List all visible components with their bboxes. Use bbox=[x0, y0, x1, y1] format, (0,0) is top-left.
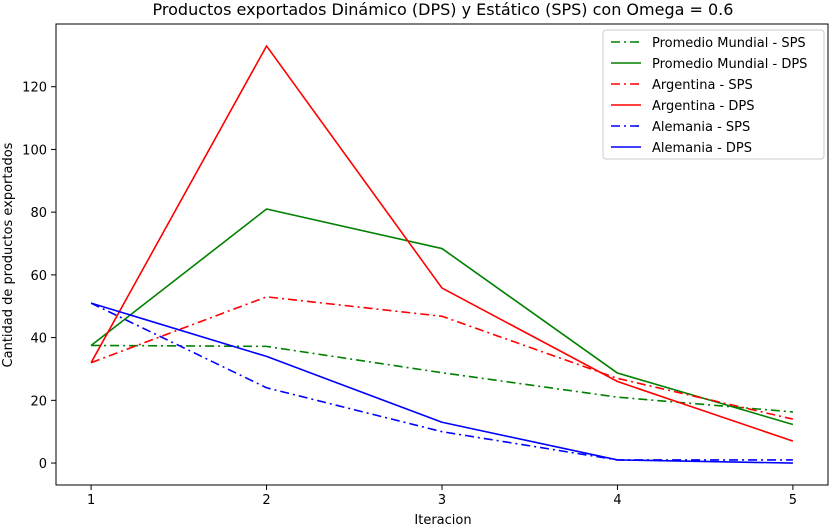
y-tick-label: 120 bbox=[22, 81, 47, 96]
y-axis-label: Cantidad de productos exportados bbox=[1, 142, 16, 367]
y-tick-label: 80 bbox=[30, 206, 47, 221]
x-tick-label: 5 bbox=[789, 493, 797, 508]
series-line-1 bbox=[90, 208, 794, 426]
x-tick-label: 3 bbox=[438, 493, 446, 508]
legend-label: Alemania - DPS bbox=[652, 141, 752, 156]
y-tick-label: 100 bbox=[22, 143, 47, 158]
x-tick-label: 2 bbox=[262, 493, 270, 508]
legend-label: Argentina - SPS bbox=[652, 78, 753, 93]
series-lines bbox=[90, 45, 794, 464]
legend-label: Alemania - SPS bbox=[652, 120, 750, 135]
y-tick-label: 60 bbox=[30, 269, 47, 284]
legend: Promedio Mundial - SPS Promedio Mundial -… bbox=[602, 29, 825, 160]
x-axis: 1 2 3 4 5 bbox=[87, 485, 797, 508]
x-tick-label: 1 bbox=[87, 493, 95, 508]
series-line-4 bbox=[90, 302, 793, 461]
y-tick-label: 20 bbox=[30, 394, 47, 409]
y-axis: 0 20 40 60 80 100 120 bbox=[22, 81, 56, 472]
x-axis-label: Iteracion bbox=[414, 513, 471, 528]
y-tick-label: 40 bbox=[30, 332, 47, 347]
legend-box bbox=[602, 29, 825, 160]
y-tick-label: 0 bbox=[39, 457, 47, 472]
x-tick-label: 4 bbox=[613, 493, 621, 508]
legend-label: Promedio Mundial - DPS bbox=[652, 57, 807, 72]
series-line-5 bbox=[90, 302, 793, 464]
series-line-2 bbox=[90, 296, 794, 420]
series-line-0 bbox=[91, 344, 793, 413]
chart-title: Productos exportados Dinámico (DPS) y Es… bbox=[153, 0, 734, 19]
legend-label: Argentina - DPS bbox=[652, 99, 754, 114]
legend-label: Promedio Mundial - SPS bbox=[652, 36, 806, 51]
series-line-3 bbox=[90, 45, 794, 442]
